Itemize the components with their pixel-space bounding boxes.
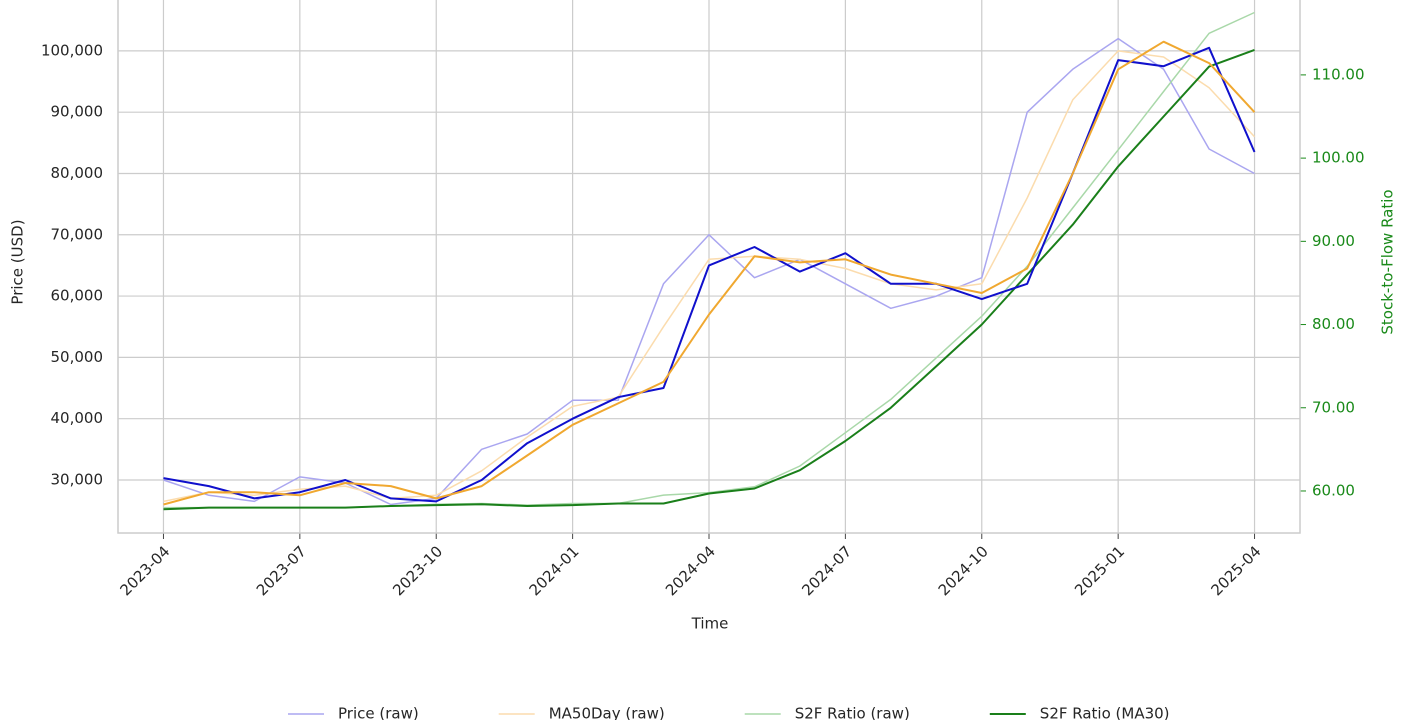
x-tick-label: 2024-10 [935,542,992,599]
x-tick-label: 2023-07 [253,542,310,599]
y-tick-label: 50,000 [51,348,104,366]
x-tick-label: 2024-04 [662,542,719,599]
x-tick-label: 2025-04 [1207,542,1264,599]
y-tick-label: 60,000 [51,287,104,305]
series-line [163,40,1256,506]
y-tick-label: 90,000 [51,103,104,121]
y-axis-label: Price (USD) [9,219,27,304]
y2-axis-label: Stock-to-Flow Ratio [1379,189,1397,334]
y2-tick-label: 80.00 [1312,315,1355,333]
x-tick-label: 2024-01 [526,542,583,599]
x-axis-label: Time [691,615,729,633]
legend-label: Price (raw) [338,705,419,720]
y2-tick-label: 60.00 [1312,481,1355,499]
x-tick-label: 2024-07 [798,542,855,599]
y2-tick-label: 110.00 [1312,65,1365,83]
x-tick-label: 2023-10 [389,542,446,599]
legend-label: S2F Ratio (raw) [795,705,910,720]
y2-tick-label: 100.00 [1312,149,1365,167]
y-tick-label: 70,000 [51,225,104,243]
x-tick-label: 2025-01 [1071,542,1128,599]
y-tick-label: 100,000 [41,41,103,59]
legend-label: MA50Day (raw) [549,705,665,720]
series-line [163,48,1255,511]
plot-frame [117,0,1301,534]
legend-label: S2F Ratio (MA30) [1040,705,1170,720]
x-tick-label: 2023-04 [116,542,173,599]
y2-tick-label: 90.00 [1312,232,1355,250]
y-tick-label: 80,000 [51,164,104,182]
y-tick-label: 40,000 [51,409,104,427]
series-line [163,50,1256,503]
y2-tick-label: 70.00 [1312,398,1355,416]
y-tick-label: 30,000 [51,470,104,488]
